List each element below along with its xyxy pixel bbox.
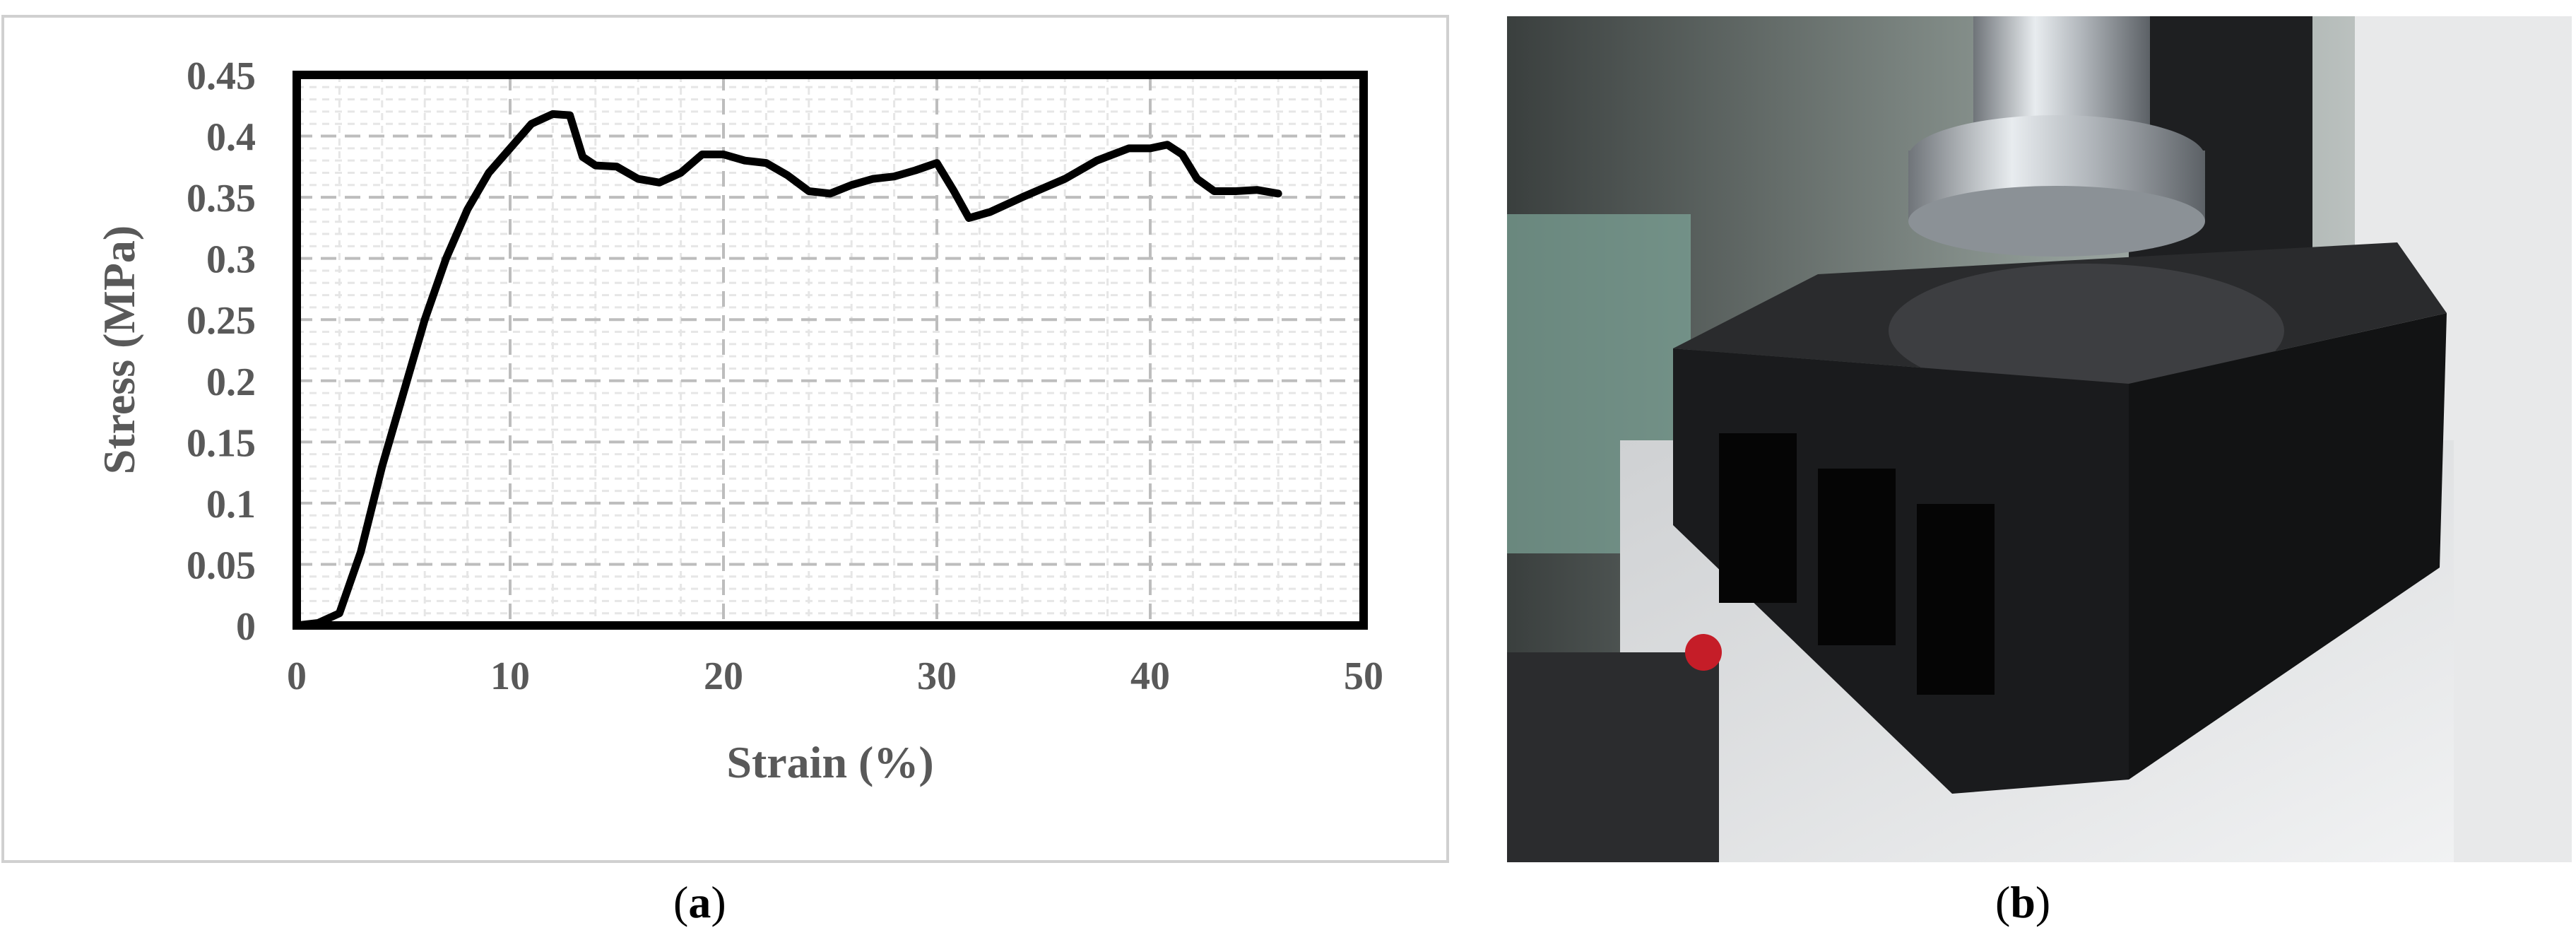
x-tick-label: 20	[704, 654, 743, 698]
specimen-side-face	[2129, 313, 2447, 780]
panel-label-a: (a)	[673, 877, 726, 927]
plot-area-border	[293, 71, 1368, 630]
x-tick-labels: 0 10 20 30 40 50	[287, 654, 1383, 698]
y-tick-label: 0.35	[187, 177, 256, 221]
y-tick-labels: 0 0.05 0.1 0.15 0.2 0.25 0.3 0.35 0.4 0.45	[187, 54, 256, 649]
specimen-cell-2	[1818, 469, 1896, 645]
panel-label-b: (b)	[1995, 877, 2051, 927]
y-tick-label: 0.25	[187, 299, 256, 343]
x-tick-label: 10	[490, 654, 530, 698]
y-tick-label: 0.45	[187, 54, 256, 98]
x-axis-label: Strain (%)	[726, 737, 933, 787]
y-tick-label: 0.1	[206, 483, 256, 527]
x-tick-label: 40	[1130, 654, 1170, 698]
stress-strain-line	[293, 110, 1282, 630]
y-tick-label: 0.4	[206, 116, 256, 160]
x-tick-label: 0	[287, 654, 307, 698]
platen-bottom	[1908, 186, 2205, 257]
load-cell-shaft	[1973, 16, 2150, 129]
specimen-cell-1	[1719, 433, 1797, 603]
grid	[297, 75, 1364, 625]
specimen-photo	[1507, 16, 2572, 862]
dark-floor	[1507, 652, 1719, 862]
red-button	[1685, 634, 1722, 671]
specimen-crater	[1889, 264, 2284, 398]
x-tick-label: 50	[1344, 654, 1383, 698]
y-axis-label: Stress (MPa)	[94, 225, 144, 475]
specimen-cell-3	[1917, 504, 1995, 695]
y-tick-label: 0.15	[187, 421, 256, 465]
x-tick-label: 30	[917, 654, 957, 698]
y-tick-label: 0.3	[206, 238, 256, 282]
y-tick-label: 0.2	[206, 360, 256, 404]
y-tick-label: 0	[236, 605, 256, 649]
y-tick-label: 0.05	[187, 543, 256, 587]
